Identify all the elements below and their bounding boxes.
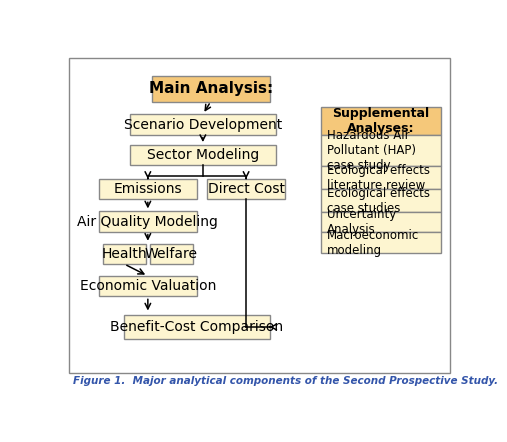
Text: Welfare: Welfare (145, 247, 198, 261)
Text: Direct Cost: Direct Cost (207, 182, 284, 196)
Bar (124, 315, 270, 339)
Text: Hazardous Air
Pollutant (HAP)
case study: Hazardous Air Pollutant (HAP) case study (327, 129, 416, 172)
Bar (321, 135, 441, 166)
Bar (321, 232, 441, 253)
Text: Air Quality Modeling: Air Quality Modeling (78, 214, 219, 229)
Text: Uncertainty
Analysis: Uncertainty Analysis (327, 208, 396, 236)
Bar (99, 276, 197, 297)
Text: Emissions: Emissions (114, 182, 182, 196)
Bar (152, 76, 270, 102)
Text: Figure 1.  Major analytical components of the Second Prospective Study.: Figure 1. Major analytical components of… (73, 377, 498, 386)
Bar (99, 211, 197, 232)
Bar (99, 179, 197, 199)
Text: Scenario Development: Scenario Development (124, 118, 282, 132)
Bar (321, 166, 441, 189)
Text: Economic Valuation: Economic Valuation (80, 279, 216, 293)
Bar (321, 107, 441, 135)
Text: Macroeconomic
modeling: Macroeconomic modeling (327, 229, 419, 257)
Bar (321, 212, 441, 232)
Bar (130, 114, 276, 135)
Bar (321, 189, 441, 212)
Bar (150, 244, 193, 264)
Bar (130, 145, 276, 165)
Text: Benefit-Cost Comparison: Benefit-Cost Comparison (111, 320, 283, 334)
Text: Main Analysis:: Main Analysis: (149, 81, 273, 96)
Text: Health: Health (101, 247, 147, 261)
Text: Sector Modeling: Sector Modeling (147, 148, 259, 162)
Bar (102, 244, 146, 264)
Bar (207, 179, 285, 199)
Text: Supplemental
Analyses:: Supplemental Analyses: (332, 107, 429, 135)
Text: Ecological effects
literature review: Ecological effects literature review (327, 164, 429, 192)
Text: Ecological effects
case studies: Ecological effects case studies (327, 187, 429, 214)
